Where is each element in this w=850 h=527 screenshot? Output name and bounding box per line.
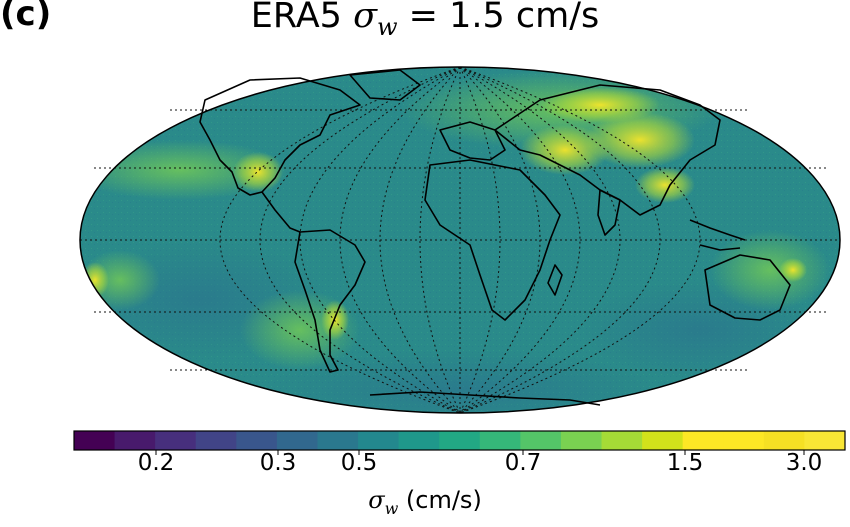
panel-label: (c) [0,0,52,34]
colorbar-segment [195,431,237,450]
colorbar-segment [114,431,156,450]
colorbar-label: σw (cm/s) [0,486,850,518]
title-prefix: ERA5 [250,0,354,36]
colorbar-segment [520,431,562,450]
colorbar-unit: (cm/s) [398,486,482,514]
colorbar-tick-label: 0.5 [340,450,378,476]
colorbar-segment [358,431,400,450]
colorbar-segment [479,431,521,450]
colorbar-segment [155,431,197,450]
title-sigma-symbol: σ [353,0,377,36]
colorbar-subscript: w [384,499,399,518]
colorbar-segment [804,431,846,450]
colorbar-segment [317,431,359,450]
colorbar-frame [73,430,846,451]
colorbar-tick-label: 0.3 [259,450,297,476]
colorbar-tick-label: 3.0 [785,450,823,476]
colorbar-segment [642,431,684,450]
colorbar-tick-label: 1.5 [666,450,704,476]
coastlines [199,69,791,406]
colorbar-segment [682,431,724,450]
map-outline [79,66,841,414]
colorbar-segment [601,431,643,450]
colorbar-sigma-symbol: σ [368,486,385,514]
title-suffix: = 1.5 cm/s [397,0,600,36]
colorbar-segment [560,431,603,450]
colorbar-segments [74,431,846,450]
colorbar-segment [276,431,318,450]
graticule [80,66,840,414]
colorbar-segment [398,431,440,450]
map-title: ERA5 σw = 1.5 cm/s [0,0,850,41]
colorbar-segment [763,431,805,450]
colorbar-segment [74,431,116,450]
colorbar-segment [439,431,481,450]
title-subscript: w [376,13,398,41]
colorbar-tick-label: 0.7 [504,450,542,476]
colorbar-segment [236,431,278,450]
colorbar-ticks [155,450,805,455]
colorbar-tick-label: 0.2 [137,450,175,476]
colorbar-segment [723,431,765,450]
